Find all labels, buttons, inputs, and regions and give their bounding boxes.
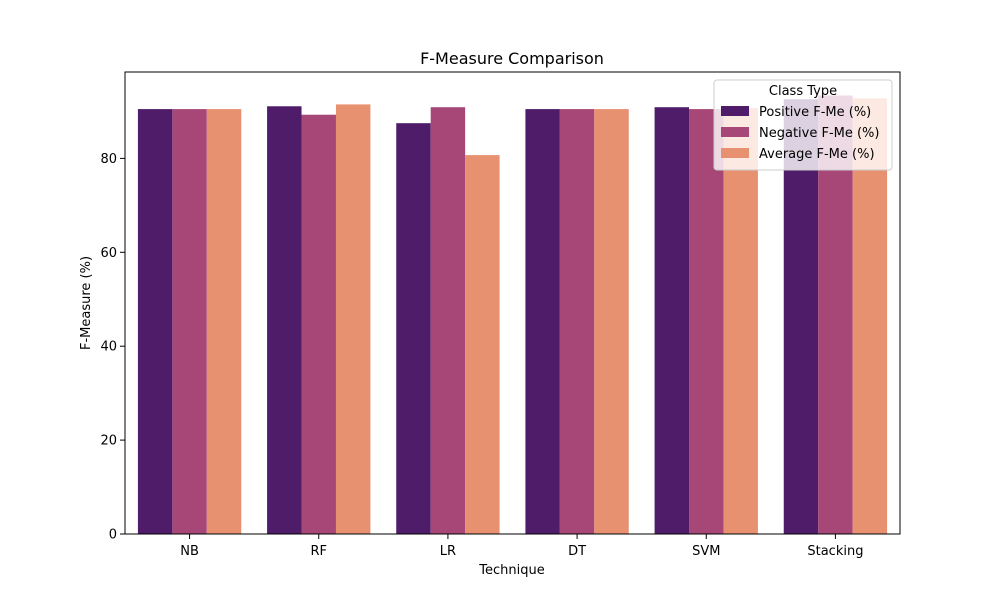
bar-lr-series-3 bbox=[465, 155, 500, 535]
bar-nb-series-3 bbox=[206, 109, 242, 534]
bar-stacking-series-1 bbox=[783, 99, 819, 535]
y-tick-label: 80 bbox=[100, 152, 117, 167]
x-tick-label: NB bbox=[180, 544, 199, 559]
legend: Class Type Positive F-Me (%) Negative F-M… bbox=[713, 79, 893, 171]
x-tick-label: DT bbox=[568, 544, 586, 559]
legend-frame bbox=[713, 79, 893, 171]
bar-rf-series-1 bbox=[267, 106, 302, 535]
y-tick-label: 0 bbox=[109, 528, 117, 543]
axes-layer: 0 20 40 60 80 NB RF LR DT SVM Stacking bbox=[100, 71, 901, 559]
legend-swatch bbox=[721, 106, 749, 116]
plot-frame bbox=[124, 71, 901, 535]
x-tick-label: Stacking bbox=[807, 544, 863, 559]
x-tick-label: SVM bbox=[692, 544, 720, 559]
legend-swatch bbox=[721, 127, 749, 137]
legend-entry-label: Average F-Me (%) bbox=[759, 147, 875, 162]
bar-dt-series-1 bbox=[525, 109, 560, 534]
bar-rf-series-3 bbox=[335, 104, 371, 535]
y-axis-label: F-Measure (%) bbox=[79, 256, 94, 350]
legend-title: Class Type bbox=[769, 84, 837, 99]
y-tick-label: 20 bbox=[100, 434, 117, 449]
bar-svm-series-3 bbox=[723, 108, 758, 534]
x-axis-label: Technique bbox=[478, 563, 544, 578]
y-tick-label: 40 bbox=[100, 340, 117, 355]
x-tick-label: RF bbox=[310, 544, 327, 559]
legend-entry-label: Positive F-Me (%) bbox=[759, 105, 871, 120]
legend-swatch bbox=[721, 148, 749, 158]
y-tick-label: 60 bbox=[100, 246, 117, 261]
legend-entry-label: Negative F-Me (%) bbox=[759, 126, 880, 141]
bar-dt-series-3 bbox=[594, 109, 629, 534]
bar-rf-series-2 bbox=[301, 114, 336, 534]
bar-stacking-series-3 bbox=[852, 98, 888, 534]
bar-lr-series-1 bbox=[396, 123, 431, 535]
bar-svm-series-1 bbox=[654, 107, 690, 535]
bar-svm-series-2 bbox=[689, 109, 724, 534]
bar-lr-series-2 bbox=[430, 107, 466, 535]
chart-title: F-Measure Comparison bbox=[420, 49, 604, 68]
bar-dt-series-2 bbox=[559, 109, 595, 534]
bar-nb-series-1 bbox=[137, 109, 173, 534]
bar-nb-series-2 bbox=[172, 109, 207, 534]
x-tick-label: LR bbox=[440, 544, 456, 559]
bars-layer bbox=[137, 95, 888, 535]
